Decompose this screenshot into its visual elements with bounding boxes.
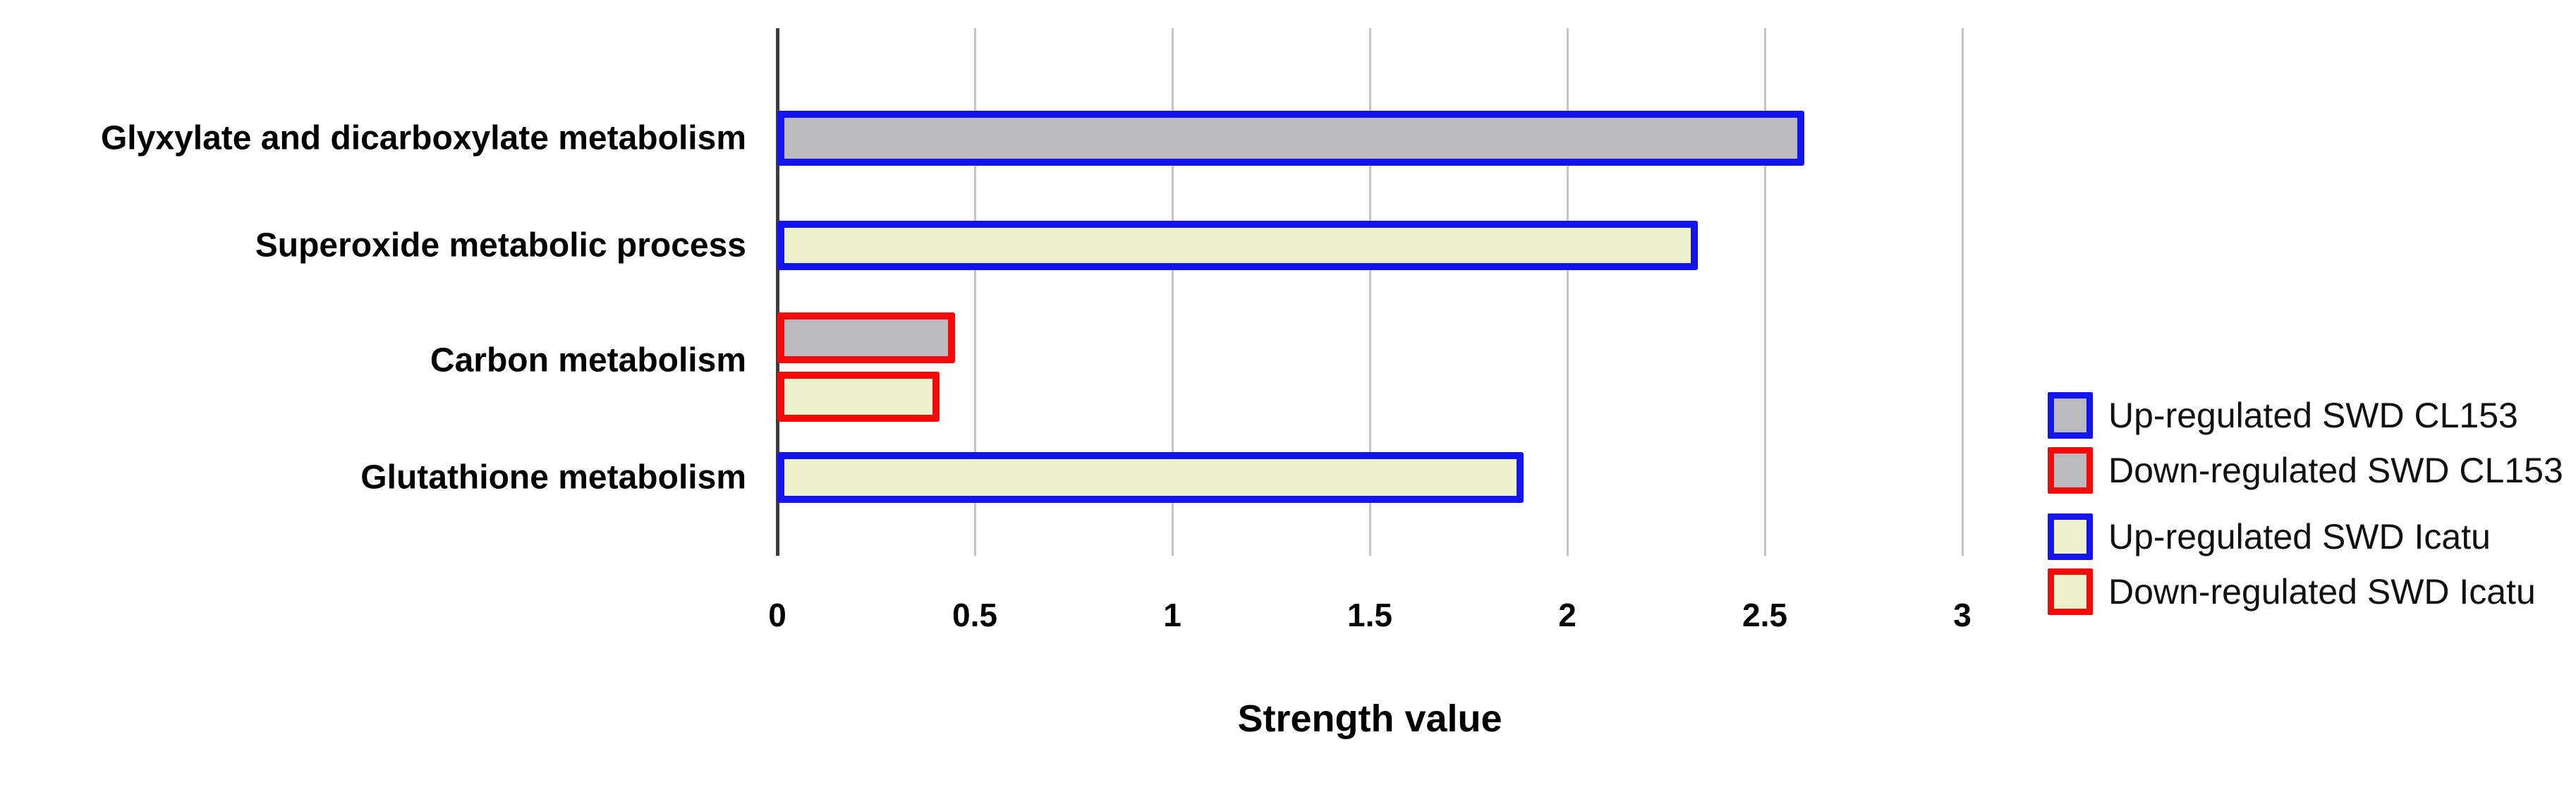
category-label: Glutathione metabolism xyxy=(360,458,746,497)
gridline xyxy=(1172,28,1174,556)
bar xyxy=(777,111,1804,166)
legend-entry: Down-regulated SWD CL153 xyxy=(2048,447,2563,494)
legend-swatch xyxy=(2048,513,2093,560)
category-label: Superoxide metabolic process xyxy=(255,226,746,264)
legend: Up-regulated SWD CL153 Down-regulated SWD… xyxy=(2048,392,2563,623)
x-axis-title: Strength value xyxy=(1237,698,1502,740)
x-tick-label: 1 xyxy=(1163,597,1181,633)
gridline xyxy=(1962,28,1964,556)
legend-label: Down-regulated SWD Icatu xyxy=(2108,572,2536,611)
y-axis-line xyxy=(776,28,779,556)
legend-label: Up-regulated SWD Icatu xyxy=(2108,517,2491,556)
bar xyxy=(777,372,940,422)
legend-label: Up-regulated SWD CL153 xyxy=(2108,396,2518,435)
legend-entry: Up-regulated SWD CL153 xyxy=(2048,392,2563,439)
x-tick-label: 3 xyxy=(1953,597,1972,633)
bar xyxy=(777,312,955,363)
legend-swatch xyxy=(2048,447,2093,494)
gridline xyxy=(974,28,976,556)
bar xyxy=(777,221,1698,270)
gridline xyxy=(1764,28,1766,556)
legend-entry: Down-regulated SWD Icatu xyxy=(2048,568,2563,615)
legend-entry: Up-regulated SWD Icatu xyxy=(2048,513,2563,560)
gridline xyxy=(1567,28,1569,556)
legend-swatch xyxy=(2048,392,2093,439)
x-tick-label: 0.5 xyxy=(952,597,997,633)
category-labels: Glyxylate and dicarboxylate metabolism Su… xyxy=(0,28,762,556)
x-tick-label: 2.5 xyxy=(1742,597,1787,633)
category-label: Glyxylate and dicarboxylate metabolism xyxy=(100,119,746,157)
x-tick-label: 1.5 xyxy=(1347,597,1392,633)
gridline xyxy=(1369,28,1371,556)
plot-area xyxy=(776,28,1964,556)
legend-swatch xyxy=(2048,568,2093,615)
category-label: Carbon metabolism xyxy=(430,341,746,379)
legend-group: Up-regulated SWD Icatu Down-regulated SWD… xyxy=(2048,513,2563,615)
legend-group: Up-regulated SWD CL153 Down-regulated SWD… xyxy=(2048,392,2563,494)
x-tick-label: 0 xyxy=(768,597,786,633)
x-tick-label: 2 xyxy=(1558,597,1576,633)
legend-label: Down-regulated SWD CL153 xyxy=(2108,451,2563,490)
bar xyxy=(777,452,1524,503)
